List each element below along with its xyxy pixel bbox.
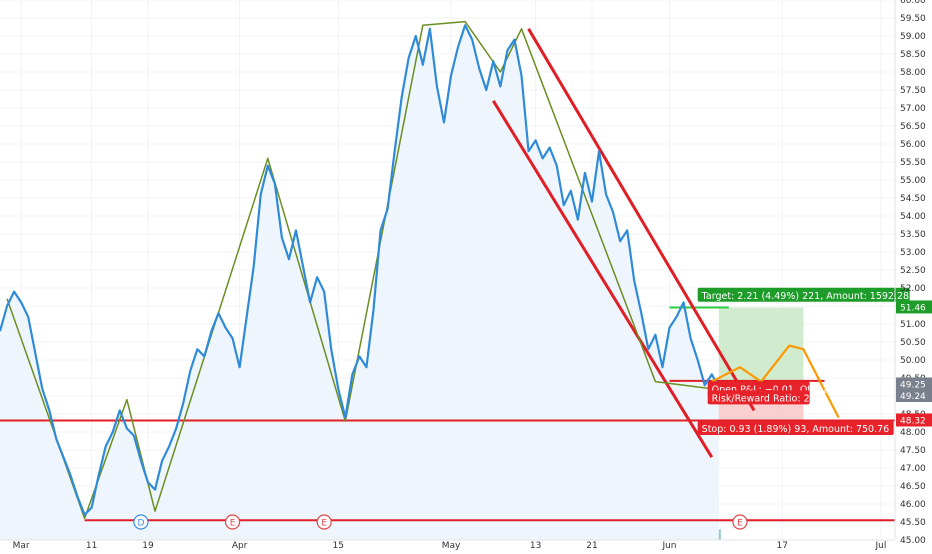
rr-label-bg [707, 390, 810, 405]
stop-label: Stop: 0.93 (1.89%) 93, Amount: 750.76 [702, 424, 890, 435]
target-label: Target: 2.21 (4.49%) 221, Amount: 1592.2… [701, 291, 909, 302]
axis-label-support-bg [896, 413, 932, 427]
event-marker-e [316, 514, 332, 530]
x-tick-label: 17 [777, 541, 788, 550]
x-tick-label: 15 [333, 541, 344, 550]
axis-label-last: 49.24 [900, 392, 926, 402]
y-tick-label: 46.00 [900, 500, 926, 510]
y-tick-label: 57.00 [900, 104, 926, 114]
y-tick-label: 57.50 [900, 86, 926, 96]
time-axis[interactable]: Mar 11 19 Apr 15 May 13 21 Jun 17 Jul [0, 539, 895, 551]
y-tick-label: 58.50 [900, 50, 926, 60]
y-tick-label: 59.50 [900, 14, 926, 24]
axis-label-support: 48.32 [900, 416, 926, 426]
y-tick-label: 45.50 [900, 518, 926, 528]
price-area-fill [0, 25, 719, 540]
x-tick-label: Apr [232, 541, 248, 550]
stop-label-bg [697, 421, 894, 435]
x-tick-label: Jul [874, 541, 886, 550]
projection-line [711, 344, 840, 419]
event-marker-e [732, 514, 748, 530]
x-tick-label: May [442, 541, 461, 550]
x-tick-label: 11 [86, 541, 97, 550]
y-tick-label: 52.50 [900, 266, 926, 276]
y-tick-label: 48.00 [900, 428, 926, 438]
volume-bar [718, 529, 721, 540]
y-tick-label: 50.50 [900, 338, 926, 348]
channel-lower-line [492, 100, 714, 458]
y-tick-label: 51.00 [900, 320, 926, 330]
y-tick-label: 52.00 [900, 284, 926, 294]
y-tick-label: 60.00 [900, 0, 926, 6]
event-letter: E [737, 519, 743, 529]
y-tick-label: 59.00 [900, 32, 926, 42]
open-pnl-label: Open P&L: −0.01, Qty: 268 [712, 384, 841, 395]
axis-price-labels: 51.46 49.25 49.24 48.32 [896, 300, 932, 427]
event-marker-e [224, 514, 241, 530]
y-tick-label: 58.00 [900, 68, 926, 78]
series [0, 20, 840, 520]
event-letter: E [321, 519, 327, 529]
target-zone [718, 307, 804, 381]
y-tick-label: 56.50 [900, 122, 926, 132]
x-tick-label: Mar [13, 541, 30, 550]
x-tick-label: Jun [661, 541, 676, 550]
axis-label-target-bg [896, 300, 932, 314]
y-tick-label: 55.50 [900, 158, 926, 168]
y-tick-label: 45.00 [900, 536, 926, 546]
y-tick-label: 47.50 [900, 446, 926, 456]
rr-label: Risk/Reward Ratio: 2.38 [712, 393, 825, 404]
y-tick-label: 50.00 [900, 356, 926, 366]
y-tick-label: 53.50 [900, 230, 926, 240]
axis-label-target: 51.46 [900, 303, 926, 313]
drawings[interactable] [0, 28, 895, 522]
y-tick-label: 54.50 [900, 194, 926, 204]
price-axis[interactable]: 45.0045.5046.0046.5047.0047.5048.0048.50… [894, 0, 926, 546]
zigzag-line [6, 20, 712, 520]
position-labels: Target: 2.21 (4.49%) 221, Amount: 1592.2… [697, 287, 910, 435]
x-tick-label: 19 [142, 541, 154, 550]
axis-label-current: 49.25 [900, 380, 926, 390]
y-tick-label: 47.00 [900, 464, 926, 474]
y-tick-label: 56.00 [900, 140, 926, 150]
y-tick-label: 53.00 [900, 248, 926, 258]
target-label-bg [697, 287, 910, 302]
channel-upper-line [527, 28, 756, 412]
x-tick-label: 21 [586, 541, 597, 550]
event-marker-d [133, 514, 149, 530]
y-tick-label: 46.50 [900, 482, 926, 492]
x-tick-label: 13 [530, 541, 541, 550]
event-letter: D [137, 519, 144, 529]
axis-label-last-bg [896, 389, 932, 402]
y-tick-label: 54.00 [900, 212, 926, 222]
price-area [0, 25, 719, 540]
event-letter: E [230, 519, 236, 529]
axis-label-current-bg [896, 377, 932, 391]
price-line [0, 24, 720, 516]
y-tick-label: 55.00 [900, 176, 926, 186]
